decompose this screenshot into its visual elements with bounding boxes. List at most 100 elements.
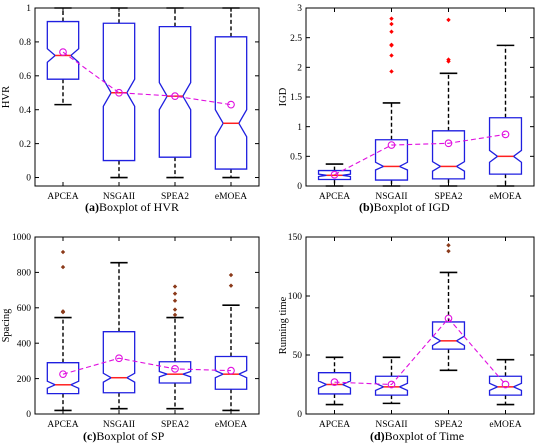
outlier-point [172,291,178,296]
mean-marker [227,366,235,375]
outlier-point [172,307,178,312]
box-nsgaii [374,16,409,187]
x-tick-label: NSGAII [375,420,407,430]
mean-trend-line [334,317,506,386]
mean-marker [444,314,453,323]
outlier-point [60,249,66,255]
y-tick-label: 0 [26,410,31,420]
chart-panel-b: 0 0.5 1 1.5 2 2.5 3 IGD APCEA NSGAII SPEA2 eMOEA (b)… [278,4,535,214]
box-body [374,375,409,396]
outlier-point [172,284,178,289]
mean-marker [171,365,179,373]
plot-area-frame [34,7,260,187]
box-emoea [488,44,523,187]
box-body [102,22,136,162]
box-emoea [488,358,523,406]
mean-marker [115,88,123,97]
mean-marker [387,141,396,149]
x-tick-label: SPEA2 [161,192,189,202]
y-tick-label: 200 [17,375,32,385]
mean-marker [330,378,339,386]
mean-marker [171,92,179,101]
x-tick-label: eMOEA [489,192,521,202]
mean-marker [387,380,396,389]
x-tick-label: SPEA2 [435,192,463,202]
x-tick-label: SPEA2 [435,420,463,430]
y-tick-label: 1000 [12,233,31,243]
y-tick-label: 100 [288,292,303,302]
mean-marker [59,370,67,379]
mean-marker [501,130,510,139]
x-tick-label: NSGAII [103,192,135,202]
outlier-point [389,16,394,21]
outlier-point [172,298,178,303]
box-spea2 [431,243,466,372]
y-tick-label: 2.5 [290,34,302,44]
y-tick-label: 1 [26,4,31,14]
outlier-point [228,283,234,288]
y-tick-label: 1 [297,123,302,133]
y-tick-label: 2 [297,64,302,74]
box-apcea [317,163,352,187]
x-tick-label: APCEA [319,192,350,202]
caption-text: Boxplot of HVR [99,200,179,214]
y-tick-label: 400 [17,339,32,349]
caption-text: Boxplot of SP [96,429,164,443]
mean-marker [501,380,510,389]
y-tick-label: 0.5 [290,153,302,163]
caption-letter: (c) [83,429,96,443]
box-spea2 [431,17,466,187]
box-nsgaii [102,261,136,410]
y-axis-label: Spacing [1,308,12,343]
box-body [46,362,80,395]
chart-panel-a: 0 0.2 0.4 0.6 0.8 1 HVR APCEA NSGAII SPEA2 eMOEA (a… [1,4,260,214]
mean-marker [227,100,235,109]
box-apcea [46,249,80,412]
y-tick-label: 0 [297,182,302,192]
x-tick-label: APCEA [319,420,350,430]
caption-letter: (a) [85,200,99,214]
chart-panel-c: 0 200 400 600 800 1000 Spacing APCEA NSGAII SPEA2… [1,233,260,443]
caption-letter: (d) [370,429,385,443]
box-body [488,117,523,175]
y-axis-label: Running time [278,296,289,354]
y-tick-label: 800 [17,269,32,279]
outlier-point [60,309,66,314]
mean-trend-line [334,133,506,176]
outlier-point [228,272,234,278]
outlier-point [389,42,394,47]
box-nsgaii [102,7,136,179]
x-tick-label: APCEA [47,420,78,430]
panel-caption: (c)Boxplot of SP [83,429,165,443]
outlier-point [389,69,394,74]
box-body [46,20,80,80]
outlier-point [389,21,394,27]
box-body [158,25,192,158]
mean-marker [330,170,339,179]
box-body [214,355,248,390]
panel-caption: (d)Boxplot of Time [370,429,464,443]
outlier-point [446,57,451,62]
box-body [102,331,136,394]
y-tick-label: 600 [17,304,32,314]
outlier-point [446,248,451,254]
box-body [214,36,248,170]
mean-marker [59,48,67,56]
y-axis-label: HVR [1,86,12,108]
box-emoea [214,7,248,179]
box-body [158,361,192,384]
y-tick-label: 0 [26,174,31,184]
y-tick-label: 0.4 [19,106,31,116]
x-tick-label: eMOEA [215,420,247,430]
outlier-point [446,243,451,248]
box-apcea [46,7,80,106]
outlier-point [446,17,451,23]
box-apcea [317,356,352,406]
plot-area-frame [34,236,260,415]
y-tick-label: 50 [293,351,303,361]
box-spea2 [158,7,192,179]
plot-area-frame [305,236,535,415]
y-axis-label: IGD [278,87,289,106]
box-body [431,130,466,180]
outlier-point [389,29,394,34]
